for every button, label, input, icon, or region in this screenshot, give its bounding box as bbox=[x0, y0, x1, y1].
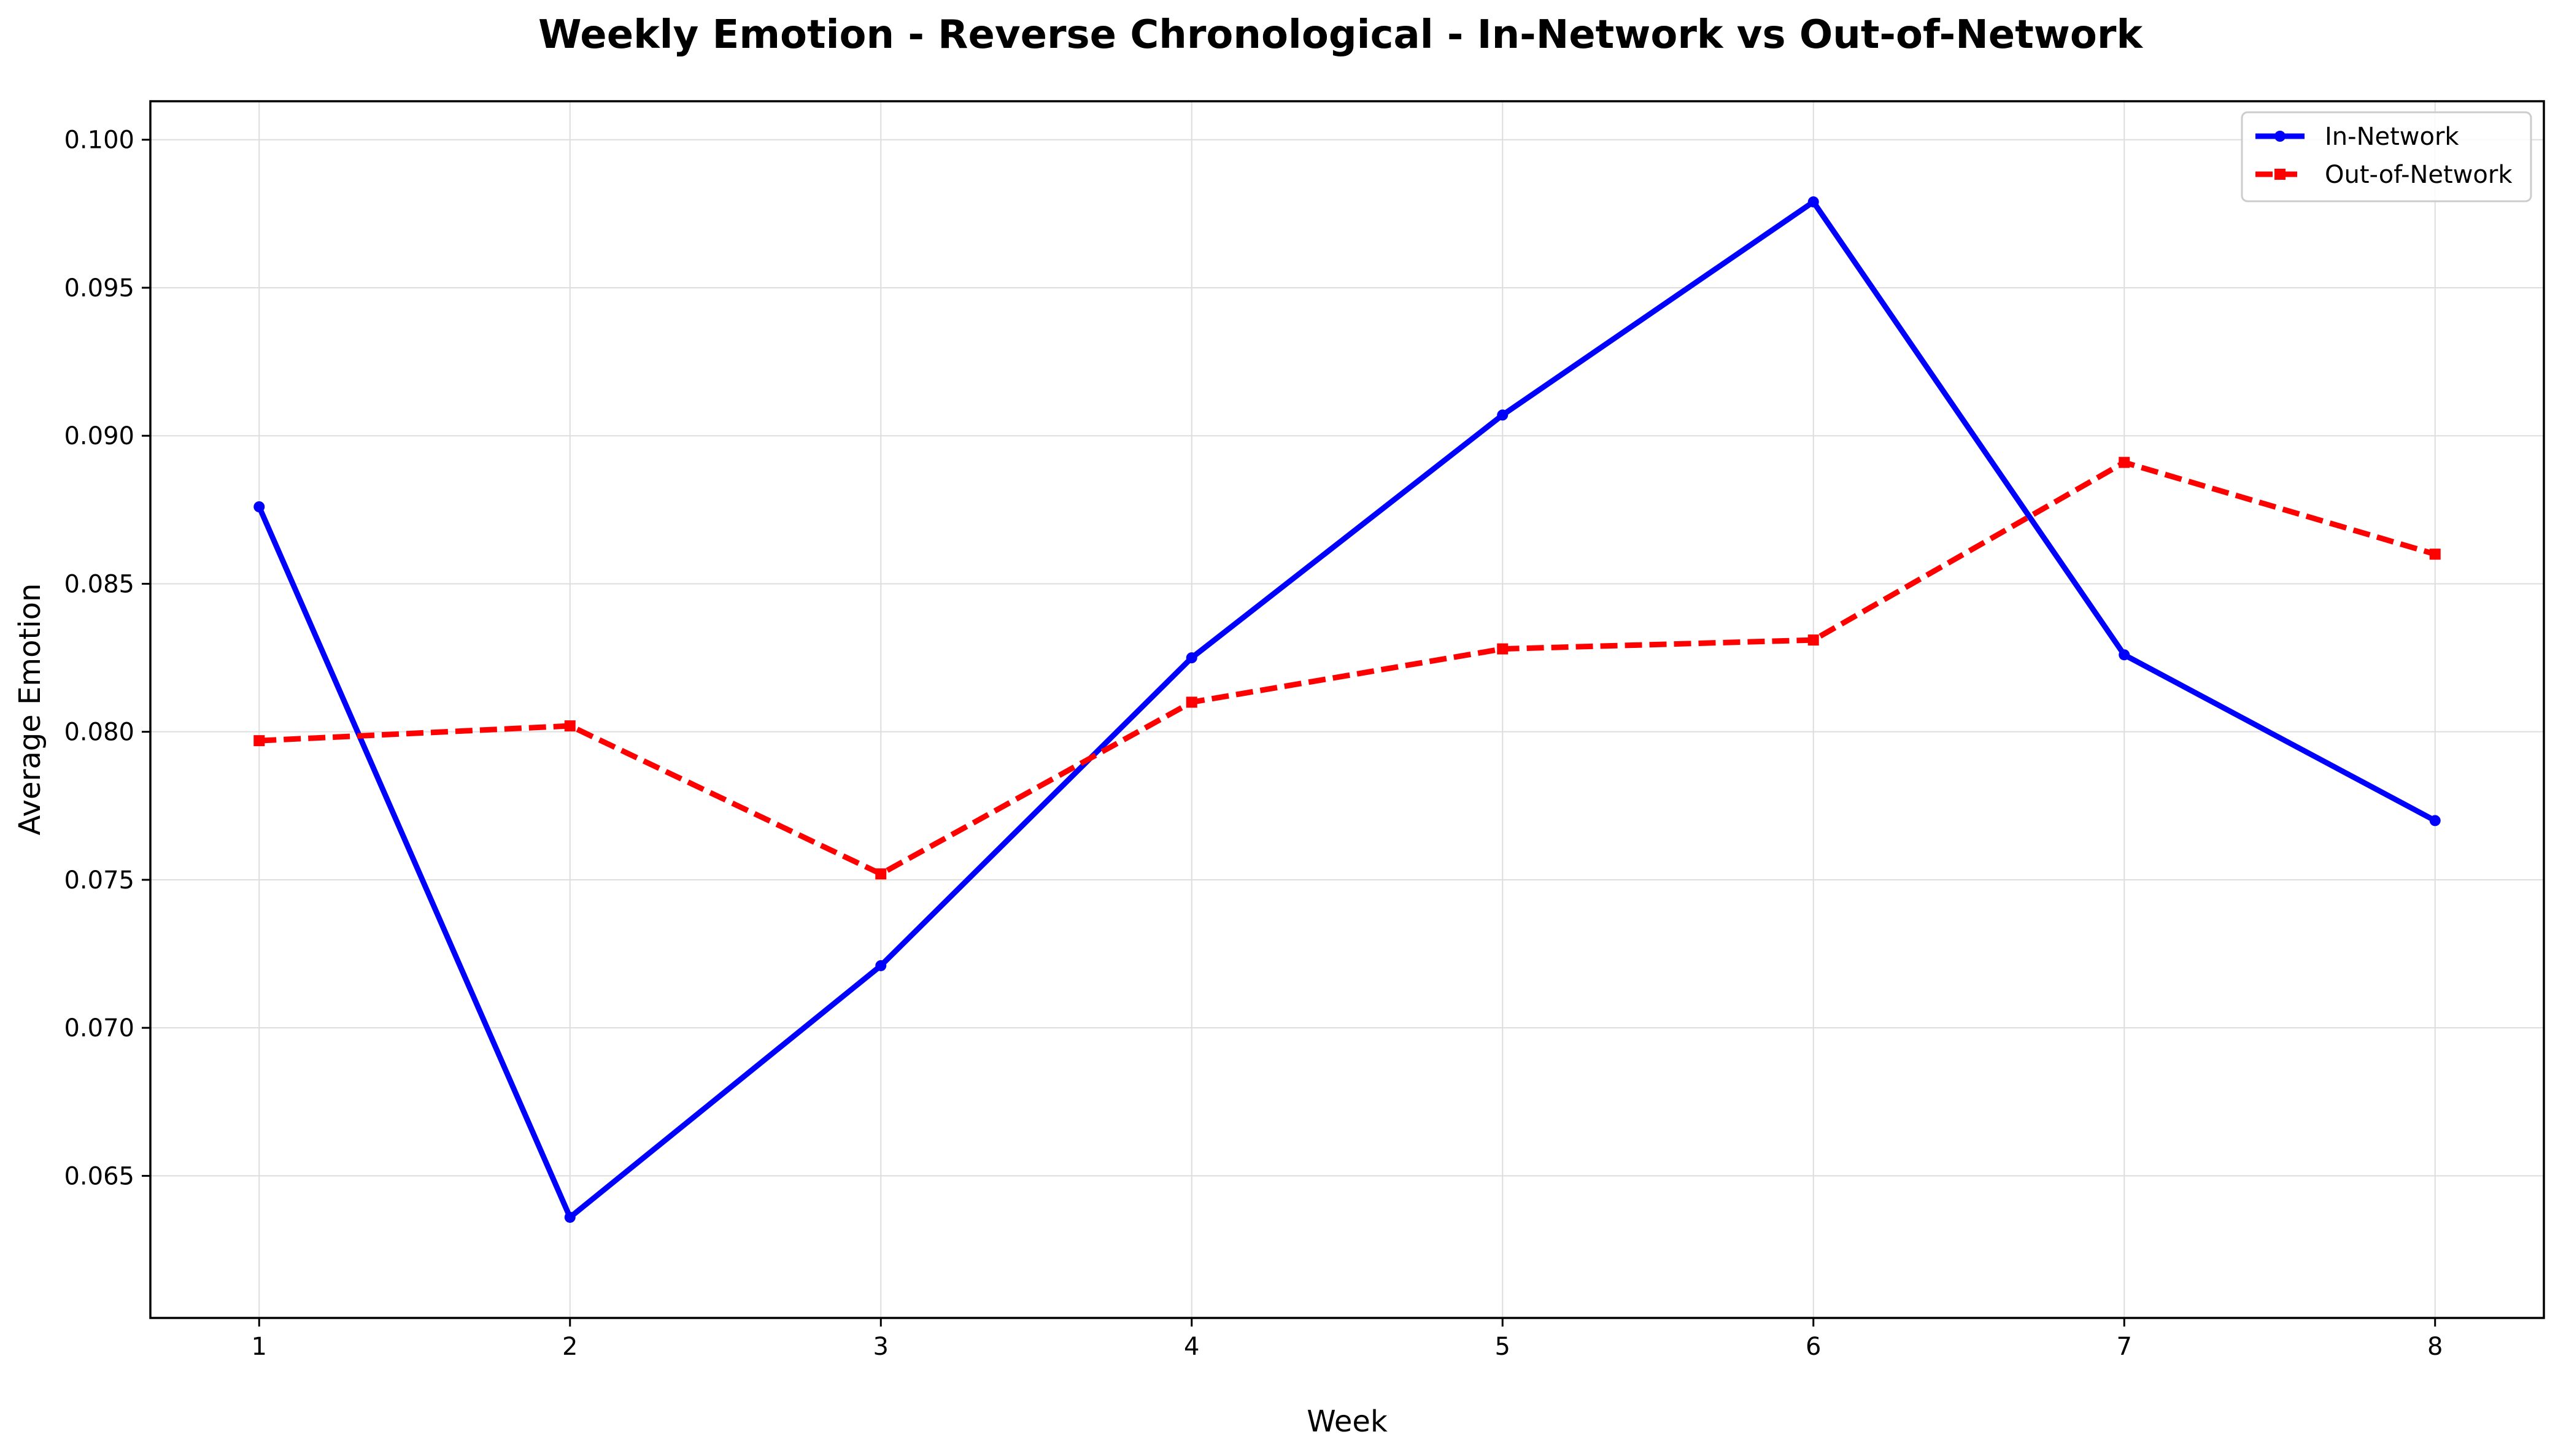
data-point-out-of-network bbox=[2119, 456, 2130, 468]
x-tick-label: 7 bbox=[2117, 1333, 2132, 1361]
x-axis-label: Week bbox=[1307, 1404, 1388, 1439]
plot-frame bbox=[149, 100, 2545, 1319]
data-point-out-of-network bbox=[253, 735, 265, 747]
data-point-in-network bbox=[2429, 815, 2441, 826]
x-tick-label: 8 bbox=[2427, 1333, 2443, 1361]
legend-marker-out-of-network bbox=[2274, 169, 2286, 180]
y-tick-label: 0.100 bbox=[64, 126, 134, 155]
chart-title: Weekly Emotion - Reverse Chronological -… bbox=[538, 12, 2143, 58]
y-tick-label: 0.080 bbox=[64, 718, 134, 747]
data-point-in-network bbox=[1807, 196, 1819, 208]
x-tick-label: 2 bbox=[562, 1333, 578, 1361]
x-tick-label: 6 bbox=[1806, 1333, 1821, 1361]
legend-marker-in-network bbox=[2274, 131, 2286, 142]
y-tick-label: 0.095 bbox=[64, 274, 134, 302]
data-point-out-of-network bbox=[1807, 634, 1819, 646]
data-point-out-of-network bbox=[564, 720, 576, 732]
x-tick-label: 4 bbox=[1184, 1333, 1199, 1361]
y-tick-label: 0.090 bbox=[64, 422, 134, 450]
y-tick-label: 0.085 bbox=[64, 570, 134, 598]
x-tick-label: 3 bbox=[873, 1333, 889, 1361]
data-point-out-of-network bbox=[1186, 696, 1197, 708]
grid bbox=[150, 101, 2544, 1318]
y-tick-label: 0.075 bbox=[64, 866, 134, 895]
data-point-in-network bbox=[253, 501, 265, 512]
series-in-network bbox=[253, 196, 2441, 1223]
x-tick-label: 1 bbox=[252, 1333, 267, 1361]
series-line-out-of-network bbox=[259, 460, 2436, 877]
data-point-in-network bbox=[1497, 409, 1509, 421]
data-point-in-network bbox=[875, 960, 887, 971]
data-point-out-of-network bbox=[875, 868, 887, 880]
y-axis: 0.065 0.070 0.075 0.080 0.085 0.090 0.095 0.100 bbox=[64, 126, 150, 1190]
data-point-out-of-network bbox=[2429, 549, 2441, 560]
x-axis: 1 2 3 4 5 6 7 8 bbox=[252, 1318, 2443, 1361]
y-tick-label: 0.070 bbox=[64, 1014, 134, 1042]
legend-label-out-of-network: Out-of-Network bbox=[2325, 161, 2513, 189]
data-point-in-network bbox=[564, 1211, 576, 1223]
series-layer bbox=[253, 196, 2441, 1223]
legend-box bbox=[2241, 111, 2532, 202]
y-tick-label: 0.065 bbox=[64, 1162, 134, 1190]
x-tick-label: 5 bbox=[1495, 1333, 1510, 1361]
y-axis-label: Average Emotion bbox=[13, 584, 47, 836]
series-line-in-network bbox=[257, 199, 2436, 1220]
legend-label-in-network: In-Network bbox=[2325, 123, 2459, 151]
series-out-of-network bbox=[253, 456, 2441, 880]
data-point-out-of-network bbox=[1497, 643, 1509, 655]
data-point-in-network bbox=[2119, 649, 2130, 661]
data-point-in-network bbox=[1186, 652, 1197, 664]
legend: In-Network Out-of-Network bbox=[2241, 111, 2532, 202]
